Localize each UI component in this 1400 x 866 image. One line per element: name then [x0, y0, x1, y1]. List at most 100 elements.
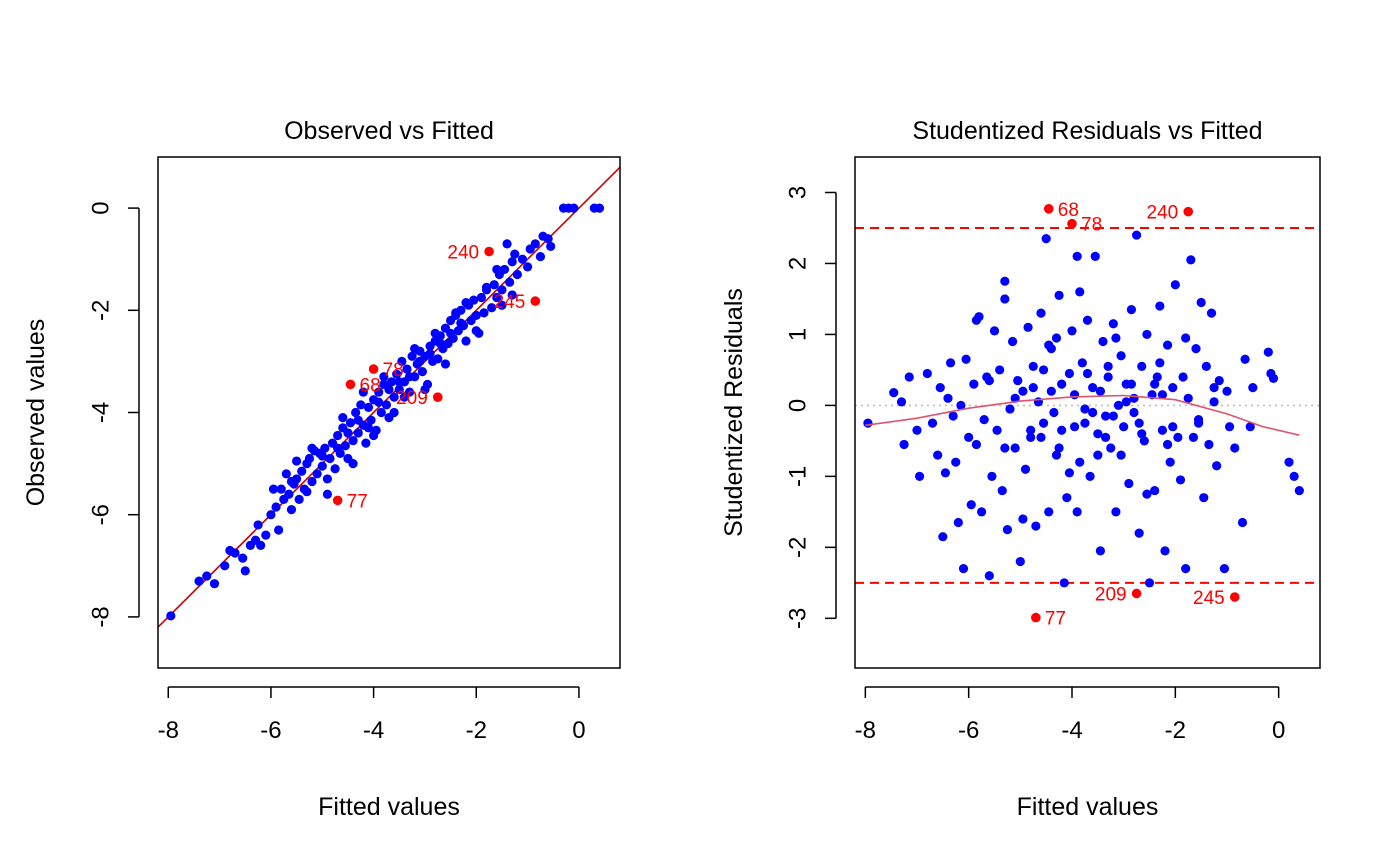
data-point [1134, 418, 1144, 428]
data-point [945, 358, 956, 368]
data-point [1116, 450, 1126, 460]
x-tick-label: -8 [855, 717, 876, 744]
y-tick-label: 3 [785, 186, 812, 199]
data-point [415, 356, 425, 366]
data-point [995, 365, 1005, 375]
y-tick-label: 0 [88, 201, 115, 214]
data-point [1134, 528, 1144, 538]
data-point [1064, 468, 1075, 478]
data-point [1095, 386, 1106, 396]
data-point [420, 384, 430, 395]
loess-smooth-line [865, 394, 1300, 436]
data-point [896, 397, 907, 407]
data-point [166, 611, 176, 621]
data-point [1191, 344, 1201, 354]
data-point [451, 308, 461, 318]
data-point [1064, 368, 1075, 379]
data-point [1067, 326, 1077, 336]
data-point [1113, 400, 1124, 411]
data-point [1080, 418, 1090, 428]
data-point [399, 392, 409, 402]
x-tick-label: -8 [158, 717, 179, 744]
x-tick-label: 0 [1272, 717, 1285, 744]
data-point [471, 310, 481, 321]
flagged-point [484, 246, 494, 257]
flagged-point [530, 296, 541, 306]
data-point [966, 500, 976, 510]
data-point [1059, 578, 1069, 588]
data-point [1162, 439, 1173, 450]
data-point [351, 407, 361, 418]
data-point [369, 430, 379, 441]
identity-fit-line [158, 166, 620, 629]
data-point [546, 241, 556, 252]
data-point [922, 368, 932, 379]
data-point [343, 428, 353, 438]
data-point [1051, 450, 1062, 460]
data-point [268, 484, 279, 494]
data-point [261, 530, 271, 540]
data-point [953, 517, 963, 528]
flagged-point-label: 245 [1193, 588, 1225, 609]
data-point [935, 383, 945, 393]
data-point [1222, 386, 1232, 396]
data-point [492, 264, 502, 275]
data-point [1018, 514, 1028, 524]
data-point [951, 457, 961, 467]
data-point [938, 532, 948, 542]
data-point [1013, 375, 1023, 386]
data-point [281, 469, 291, 479]
data-point [294, 494, 304, 504]
data-point [497, 300, 507, 310]
data-point [1108, 411, 1118, 421]
data-point [358, 387, 368, 397]
data-point [1131, 230, 1142, 240]
data-point [984, 571, 994, 581]
data-point [530, 239, 540, 249]
data-point [302, 487, 312, 497]
data-point [1240, 354, 1250, 364]
data-point [1077, 358, 1087, 368]
data-point [1139, 436, 1149, 446]
flagged-point-label: 209 [1095, 584, 1127, 605]
data-point [410, 344, 420, 354]
data-point [361, 438, 371, 448]
data-point [1051, 333, 1062, 343]
data-point [1057, 425, 1067, 435]
data-point [1209, 383, 1219, 393]
data-point [940, 468, 951, 478]
data-point [356, 400, 366, 410]
data-point [1031, 521, 1041, 531]
data-point [1111, 333, 1121, 343]
data-point [1036, 308, 1046, 318]
data-point [1018, 386, 1028, 396]
flagged-point [332, 495, 343, 506]
data-point [379, 372, 389, 382]
data-point [969, 379, 979, 389]
flagged-point-label: 240 [447, 243, 479, 264]
flagged-point-label: 245 [494, 292, 526, 313]
data-point [1144, 578, 1155, 588]
data-point [904, 372, 914, 382]
data-point [517, 254, 528, 264]
data-point [1072, 251, 1082, 261]
data-point [286, 476, 297, 487]
flagged-point [1183, 206, 1194, 217]
data-point [487, 303, 497, 313]
chart-title: Studentized Residuals vs Fitted [912, 117, 1262, 145]
data-point [271, 502, 281, 512]
data-point [1212, 461, 1222, 471]
y-tick-label: -6 [88, 504, 115, 525]
data-point [1199, 493, 1209, 503]
data-point [1069, 422, 1080, 432]
data-point [338, 413, 348, 423]
data-point [497, 285, 507, 295]
data-point [1100, 411, 1111, 421]
data-point [971, 439, 982, 450]
y-tick-label: 2 [785, 257, 812, 270]
data-point [461, 298, 471, 308]
data-point [1000, 294, 1010, 304]
data-point [435, 338, 445, 349]
data-point [469, 295, 479, 305]
